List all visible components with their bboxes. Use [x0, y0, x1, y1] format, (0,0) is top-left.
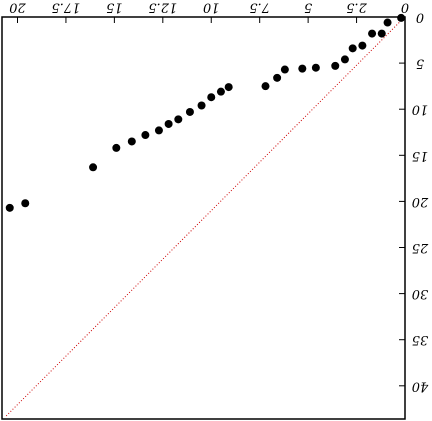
data-point [348, 44, 357, 53]
data-point [311, 63, 320, 72]
data-point [154, 126, 163, 135]
y-tick-label: 35 [412, 332, 429, 347]
data-point [261, 82, 270, 91]
reference-line [5, 22, 400, 417]
x-axis: 0 2.5 5 7.5 10 12.5 15 17.5 20 [9, 0, 409, 23]
data-point [141, 131, 150, 140]
data-point [216, 87, 225, 96]
x-tick-label: 20 [9, 0, 27, 15]
data-points [5, 13, 406, 212]
x-tick-label: 7.5 [249, 0, 270, 15]
data-point [358, 41, 367, 50]
y-tick-label: 10 [412, 102, 429, 117]
data-point [331, 61, 340, 70]
data-point [164, 119, 173, 128]
y-axis: 0 5 10 15 20 25 30 35 40 [399, 10, 430, 393]
y-tick-label: 0 [416, 10, 424, 25]
x-tick-label: 2.5 [346, 0, 368, 15]
data-point [174, 115, 183, 124]
data-point [207, 93, 216, 102]
data-point [280, 65, 289, 74]
x-tick-label: 5 [304, 0, 312, 15]
x-tick-label: 17.5 [51, 0, 80, 15]
reference-line-segment [5, 22, 400, 417]
data-point [89, 163, 98, 172]
x-tick-label: 15 [106, 0, 123, 15]
data-point [340, 55, 349, 64]
y-tick-label: 30 [412, 286, 429, 301]
data-point [112, 143, 121, 152]
data-point [383, 18, 392, 27]
x-tick-label: 12.5 [148, 0, 177, 15]
data-point [224, 83, 233, 92]
data-point [21, 199, 30, 208]
y-tick-label: 15 [412, 148, 429, 163]
data-point [298, 64, 307, 73]
x-tick-label: 0 [401, 0, 409, 15]
data-point [185, 107, 194, 116]
data-point [5, 203, 14, 212]
y-tick-label: 5 [416, 56, 424, 71]
data-point [368, 29, 377, 38]
y-tick-label: 20 [412, 194, 430, 209]
data-point [127, 137, 136, 146]
data-point [377, 29, 386, 38]
data-point [273, 73, 282, 82]
x-tick-label: 10 [203, 0, 220, 15]
data-point [197, 101, 206, 110]
data-point [397, 13, 406, 22]
y-tick-label: 25 [412, 240, 430, 255]
plot-frame [1, 16, 406, 420]
y-tick-label: 40 [412, 378, 430, 393]
